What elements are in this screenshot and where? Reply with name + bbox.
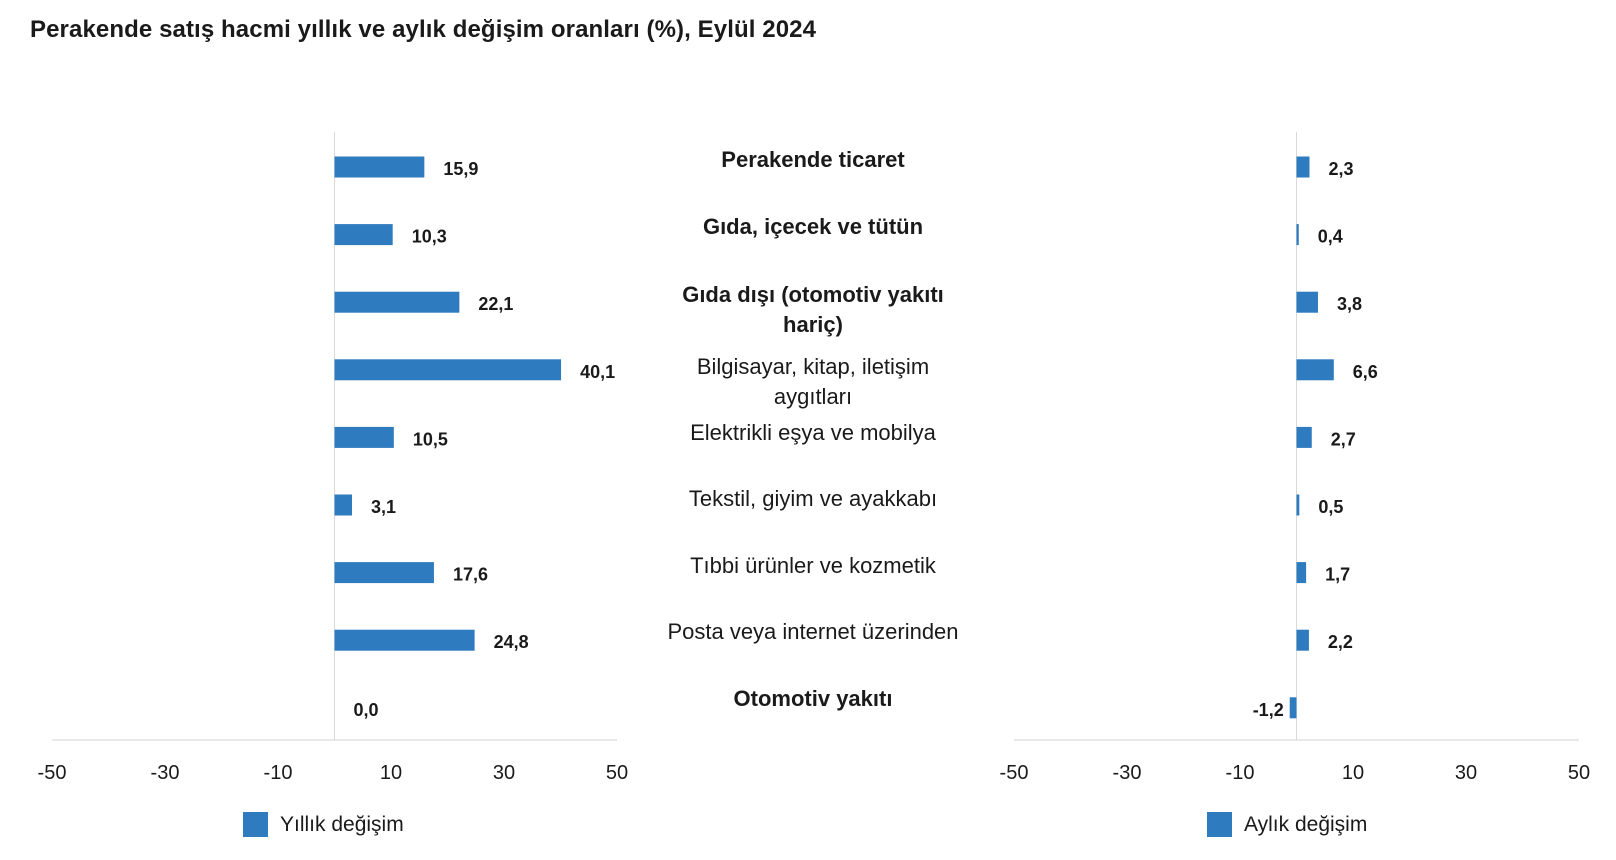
monthly-tick-label: -10 [1226, 762, 1255, 784]
yearly-data-label: 22,1 [478, 294, 513, 314]
legend-yearly-swatch [243, 812, 268, 837]
monthly-bar [1296, 291, 1318, 313]
monthly-data-label: 0,5 [1318, 497, 1343, 517]
yearly-tick-label: 10 [380, 762, 402, 784]
monthly-tick-label: 10 [1342, 762, 1364, 784]
yearly-bar [334, 562, 434, 584]
legend-monthly-swatch [1207, 812, 1232, 837]
yearly-tick-label: -10 [264, 762, 293, 784]
monthly-data-label: 0,4 [1318, 227, 1343, 247]
yearly-bar [334, 224, 393, 246]
monthly-bar [1296, 426, 1312, 448]
category-label: Gıda dışı (otomotiv yakıtı hariç) [682, 282, 944, 337]
yearly-data-label: 40,1 [580, 362, 615, 382]
monthly-data-label: 3,8 [1337, 294, 1362, 314]
category-label: Bilgisayar, kitap, iletişim aygıtları [696, 354, 930, 409]
monthly-bar [1296, 224, 1299, 246]
monthly-data-label: 2,7 [1331, 429, 1356, 449]
category-label: Gıda, içecek ve tütün [702, 214, 924, 239]
monthly-data-label: 2,3 [1328, 159, 1353, 179]
yearly-bar [334, 494, 353, 516]
yearly-data-label: 17,6 [453, 565, 488, 585]
legend-yearly: Yıllık değişim [243, 812, 404, 837]
monthly-data-label: -1,2 [1253, 700, 1284, 720]
monthly-tick-label: -30 [1113, 762, 1142, 784]
monthly-bar [1296, 562, 1307, 584]
yearly-bar [334, 156, 425, 178]
yearly-bar [334, 291, 460, 313]
yearly-tick-label: 30 [493, 762, 515, 784]
category-label: Elektrikli eşya ve mobilya [690, 420, 936, 445]
monthly-bar [1296, 359, 1334, 381]
yearly-data-label: 0,0 [354, 700, 379, 720]
monthly-data-label: 1,7 [1325, 565, 1350, 585]
category-label: Posta veya internet üzerinden [667, 619, 959, 644]
category-label: Tekstil, giyim ve ayakkabı [688, 486, 938, 511]
monthly-bar [1296, 156, 1310, 178]
yearly-tick-label: -30 [151, 762, 180, 784]
yearly-data-label: 3,1 [371, 497, 396, 517]
legend-yearly-label: Yıllık değişim [280, 812, 404, 836]
yearly-bar [334, 426, 394, 448]
monthly-bar [1289, 697, 1297, 719]
monthly-tick-label: -50 [1000, 762, 1029, 784]
yearly-data-label: 24,8 [494, 632, 529, 652]
yearly-bar [334, 629, 475, 651]
yearly-bar [334, 359, 562, 381]
category-label: Perakende ticaret [721, 147, 905, 172]
yearly-tick-label: 50 [606, 762, 628, 784]
monthly-bar [1296, 629, 1309, 651]
monthly-data-label: 2,2 [1328, 632, 1353, 652]
legend-monthly: Aylık değişim [1207, 812, 1367, 837]
monthly-tick-label: 50 [1568, 762, 1590, 784]
yearly-data-label: 10,3 [412, 227, 447, 247]
yearly-data-label: 15,9 [443, 159, 478, 179]
monthly-data-label: 6,6 [1353, 362, 1378, 382]
yearly-tick-label: -50 [38, 762, 67, 784]
monthly-bar [1296, 494, 1300, 516]
category-label: Tıbbi ürünler ve kozmetik [690, 553, 936, 578]
monthly-tick-label: 30 [1455, 762, 1477, 784]
category-label: Otomotiv yakıtı [733, 686, 893, 711]
chart-title: Perakende satış hacmi yıllık ve aylık de… [30, 16, 817, 43]
yearly-data-label: 10,5 [413, 429, 448, 449]
legend-monthly-label: Aylık değişim [1244, 812, 1368, 836]
